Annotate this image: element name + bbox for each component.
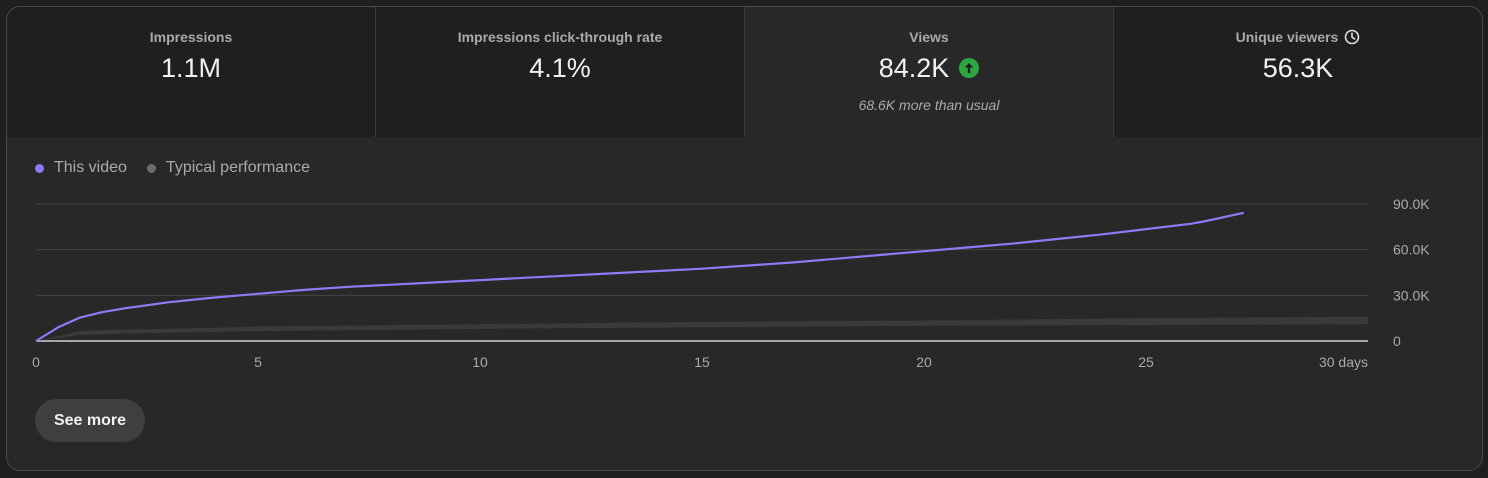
metric-label: Impressions click-through rate	[457, 29, 663, 45]
y-tick-label: 60.0K	[1393, 242, 1430, 258]
analytics-card: Impressions 1.1M Impressions click-throu…	[6, 6, 1483, 471]
chart-legend: This video Typical performance	[35, 159, 310, 177]
legend-item-this-video: This video	[35, 159, 127, 177]
tab-impressions-ctr[interactable]: Impressions click-through rate 4.1%	[376, 7, 745, 137]
legend-item-typical: Typical performance	[146, 159, 310, 177]
x-tick-label: 30 days	[1319, 354, 1368, 370]
x-tick-label: 10	[472, 354, 488, 370]
y-tick-label: 90.0K	[1393, 196, 1430, 212]
see-more-button[interactable]: See more	[35, 399, 145, 442]
tab-impressions[interactable]: Impressions 1.1M	[7, 7, 376, 137]
metric-value: 4.1%	[529, 53, 591, 83]
metric-value: 1.1M	[160, 53, 222, 83]
metric-label: Impressions	[149, 29, 233, 45]
typical-performance-band	[36, 316, 1368, 341]
x-tick-label: 15	[694, 354, 710, 370]
tab-views[interactable]: Views 84.2K 68.6K more than usual	[745, 7, 1114, 137]
x-tick-label: 20	[916, 354, 932, 370]
arrow-up-circle-icon	[959, 58, 980, 78]
metric-label: Unique viewers	[1235, 29, 1339, 45]
legend-dot-this-video	[35, 163, 44, 173]
this-video-line	[35, 211, 1244, 342]
y-tick-label: 0	[1393, 333, 1401, 349]
metric-note: 68.6K more than usual	[858, 97, 1000, 113]
metric-value: 84.2K	[878, 53, 950, 83]
metric-label: Views	[909, 29, 949, 45]
legend-label: This video	[54, 159, 127, 176]
metric-value-row: 84.2K	[879, 53, 980, 83]
tab-unique-viewers[interactable]: Unique viewers 56.3K	[1114, 7, 1482, 137]
metric-label-row: Unique viewers	[1236, 29, 1361, 45]
metric-value: 56.3K	[1262, 53, 1334, 83]
views-chart: 0 30.0K 60.0K 90.0K 0 5 10 15 20 25 30 days	[32, 196, 1430, 370]
x-tick-label: 25	[1138, 354, 1154, 370]
legend-label: Typical performance	[165, 159, 310, 176]
x-tick-label: 5	[254, 354, 262, 370]
metric-tabs: Impressions 1.1M Impressions click-throu…	[7, 7, 1482, 137]
x-tick-label: 0	[32, 354, 40, 370]
y-tick-label: 30.0K	[1393, 287, 1430, 303]
clock-icon[interactable]	[1344, 29, 1360, 45]
legend-dot-typical	[146, 163, 156, 173]
